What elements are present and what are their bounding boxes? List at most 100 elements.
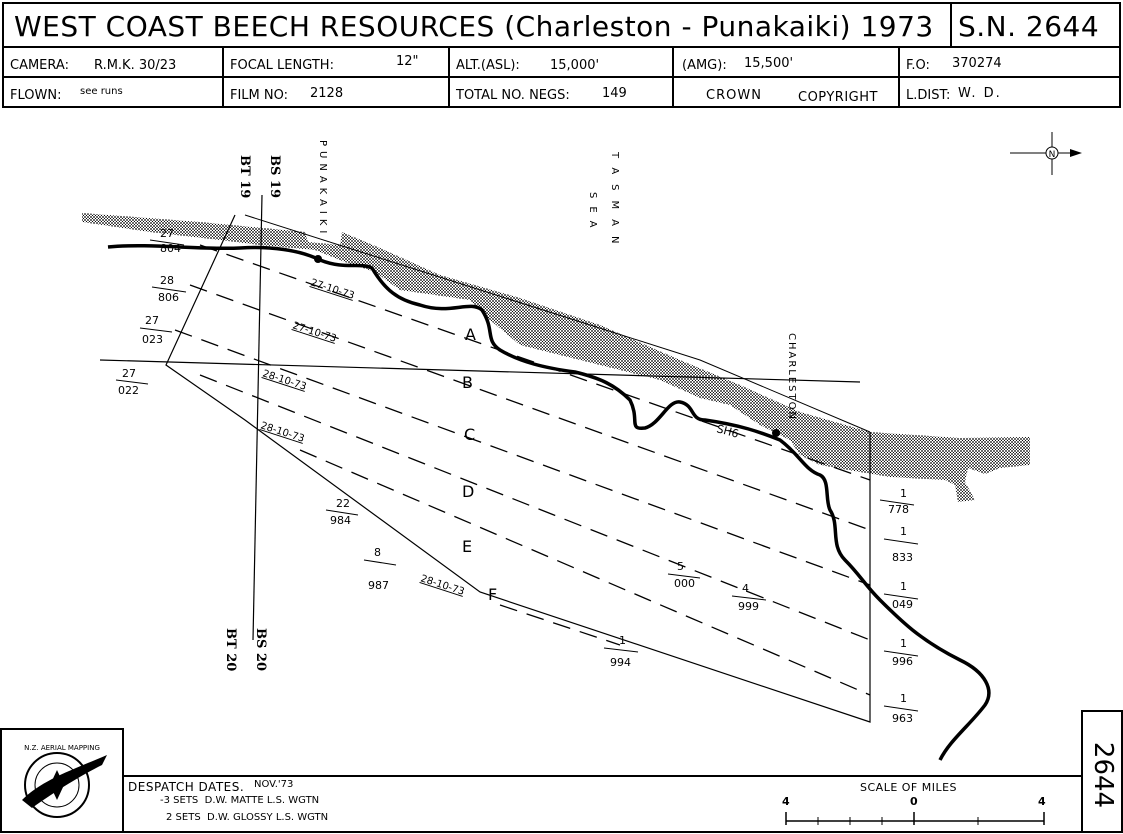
svg-text:1: 1 [900,580,907,593]
photo-label-000: 5 000 [667,560,701,590]
map-title: WEST COAST BEECH RESOURCES (Charleston -… [14,10,934,43]
alt-value: 15,000' [550,58,600,73]
side-number: 2644 [1088,741,1118,809]
run-line-d [199,374,871,641]
photo-label-804: 27 804 [149,227,185,255]
svg-text:5: 5 [677,560,684,573]
copyright-text: COPYRIGHT [798,90,878,105]
photo-label-023: 27 023 [139,314,173,346]
svg-text:000: 000 [674,577,695,590]
svg-text:022: 022 [118,384,139,397]
svg-text:27: 27 [122,367,136,380]
film-cell: FILM NO: 2128 [222,76,450,108]
svg-text:27: 27 [145,314,159,327]
aerial-mapping-logo: N.Z. AERIAL MAPPING [22,744,107,818]
svg-text:833: 833 [892,551,913,564]
scale-left: 4 [782,795,790,808]
copyright-cell: CROWN COPYRIGHT [672,76,900,108]
run-line-e [299,449,871,696]
svg-text:778: 778 [888,503,909,516]
photo-label-996: 1 996 [883,637,919,668]
logo-box: N.Z. AERIAL MAPPING [0,728,124,833]
svg-text:996: 996 [892,655,913,668]
svg-text:1: 1 [900,487,907,500]
svg-text:27: 27 [160,227,174,240]
scale-title: SCALE OF MILES [860,781,958,794]
left-photo-labels: 27 804 28 806 27 023 27 022 [115,227,187,397]
line-bs-horizontal [99,359,861,383]
svg-text:4: 4 [742,582,749,595]
run-date-c: 28-10-73 [261,368,308,392]
camera-value: R.M.K. 30/23 [94,58,177,73]
scale-mid: 0 [910,795,918,808]
bs20-label: BS 20 [253,628,268,671]
line-bt19-bt20 [252,194,263,641]
photo-block-outline [165,214,871,723]
run-letter-d: D [462,482,474,501]
flown-value: see runs [80,86,123,97]
tasman-label: TASMAN [609,151,620,253]
run-letter-b: B [462,373,473,392]
run-date-d: 28-10-73 [259,420,306,444]
despatch-date: NOV.'73 [254,779,294,790]
crown-text: CROWN [706,88,762,103]
despatch-box: DESPATCH DATES. NOV.'73 -3 SETS D.W. MAT… [122,775,1083,833]
fo-label: F.O: [906,58,930,73]
run-line-f [499,604,621,646]
side-number-box: 2644 [1081,710,1123,833]
svg-text:984: 984 [330,514,351,527]
svg-text:8: 8 [374,546,381,559]
svg-text:804: 804 [160,242,181,255]
photo-label-778: 1 778 [879,487,915,516]
road-label: SH6 [715,422,740,440]
right-photo-labels: 1 778 1 833 1 049 1 996 1 963 [879,487,919,725]
run-date-a: 27-10-73 [309,277,356,301]
punakaiki-label: PUNAKAIKI [317,140,328,238]
svg-text:22: 22 [336,497,350,510]
north-arrow: N [1010,132,1082,175]
photo-label-022: 27 022 [115,367,149,397]
negs-cell: TOTAL NO. NEGS: 149 [448,76,674,108]
run-letter-a: A [465,325,476,344]
scale-right: 4 [1038,795,1046,808]
alt-label: ALT.(ASL): [456,58,520,73]
svg-text:963: 963 [892,712,913,725]
photo-label-049: 1 049 [883,580,919,611]
run-line-c [174,329,871,586]
svg-text:28: 28 [160,274,174,287]
despatch-label: DESPATCH DATES. [128,780,245,794]
photo-label-987: 8 987 [363,546,397,592]
punakaiki-marker [314,255,322,263]
photo-label-984: 22 984 [325,497,359,527]
run-letter-f: F [488,585,497,604]
despatch-line-2: 2 SETS D.W. GLOSSY L.S. WGTN [166,812,329,823]
photo-label-963: 1 963 [883,692,919,725]
ldist-label: L.DIST: [906,88,951,103]
svg-text:1: 1 [900,692,907,705]
charleston-marker [772,429,780,437]
svg-text:1: 1 [900,525,907,538]
film-label: FILM NO: [230,88,289,103]
scale-bar [785,812,1045,825]
negs-value: 149 [602,86,627,101]
fo-value: 370274 [952,56,1002,71]
ldist-cell: L.DIST: W. D. [898,76,1121,108]
run-date-b: 27-10-73 [291,320,338,344]
despatch-line-1: -3 SETS D.W. MATTE L.S. WGTN [160,795,320,806]
sea-label: SEA [587,192,598,236]
svg-text:049: 049 [892,598,913,611]
photo-label-833: 1 833 [883,525,919,564]
svg-text:023: 023 [142,333,163,346]
flight-runs [174,244,871,696]
svg-text:806: 806 [158,291,179,304]
run-letter-e: E [462,537,472,556]
svg-text:1: 1 [900,637,907,650]
amg-label: (AMG): [682,58,727,73]
header-table: WEST COAST BEECH RESOURCES (Charleston -… [0,0,1123,110]
film-value: 2128 [310,86,344,101]
sheet-number: S.N. 2644 [958,10,1100,43]
photo-label-806: 28 806 [151,274,187,304]
negs-label: TOTAL NO. NEGS: [456,88,570,103]
charleston-label: CHARLESTON [786,333,797,421]
amg-value: 15,500' [744,56,794,71]
